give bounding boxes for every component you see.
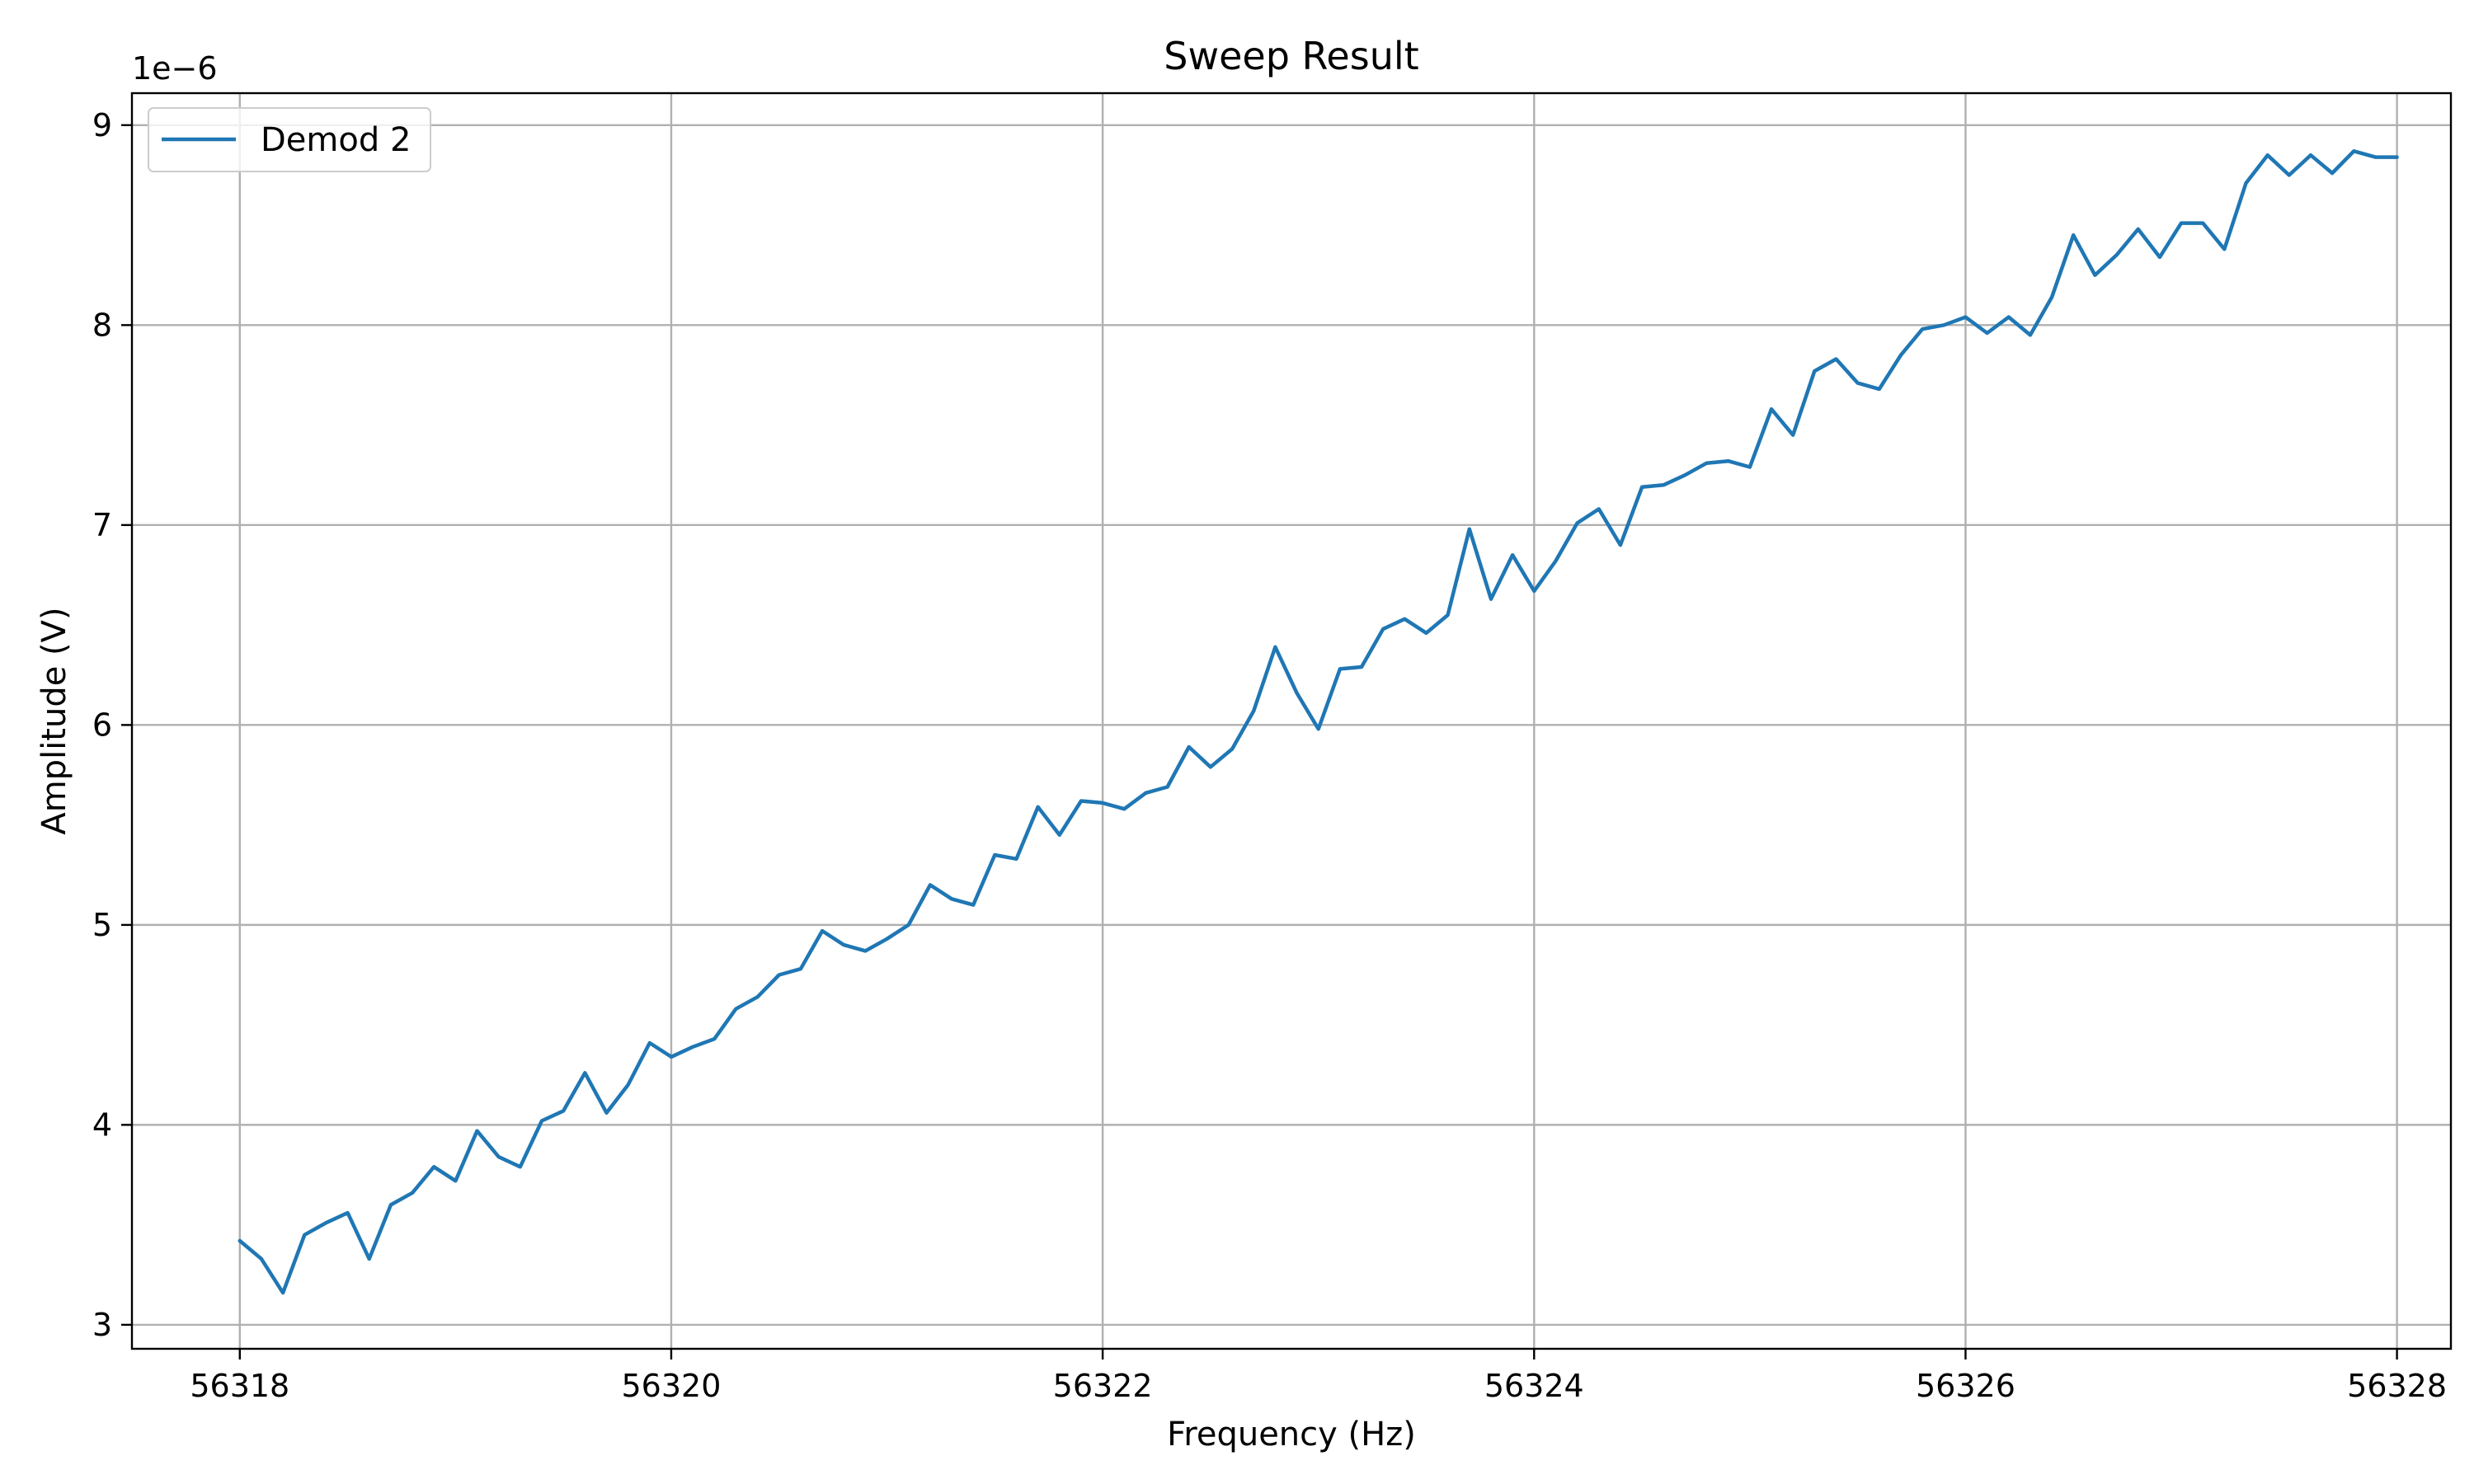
x-tick-label: 56324 xyxy=(1484,1368,1584,1404)
legend: Demod 2 xyxy=(148,107,431,172)
plot-frame xyxy=(130,92,2453,1350)
y-tick-label: 8 xyxy=(92,307,112,343)
series-layer xyxy=(238,149,2399,1295)
x-tick-label: 56326 xyxy=(1916,1368,2015,1404)
x-tick-label: 56328 xyxy=(2347,1368,2447,1404)
x-tick-label: 56322 xyxy=(1053,1368,1153,1404)
y-tick-label: 7 xyxy=(92,507,112,543)
y-tick-label: 6 xyxy=(92,707,112,743)
x-tick-label: 56318 xyxy=(190,1368,289,1404)
legend-label-demod-2: Demod 2 xyxy=(261,121,411,159)
y-tick-label: 4 xyxy=(92,1106,112,1143)
y-tick-label: 3 xyxy=(92,1307,112,1343)
x-tick-label: 56320 xyxy=(622,1368,722,1404)
tick-layer: 56318 56320 56322 56324 56326 56328 3 4 5 6 7 8 9 xyxy=(92,107,2447,1404)
y-axis-label: Amplitude (V) xyxy=(35,607,73,834)
y-tick-label: 9 xyxy=(92,107,112,143)
chart-title: Sweep Result xyxy=(1164,34,1418,78)
y-axis-offset-text: 1e−6 xyxy=(132,50,218,87)
grid-layer xyxy=(132,93,2451,1349)
x-axis-label: Frequency (Hz) xyxy=(1167,1416,1416,1453)
legend-box xyxy=(148,107,431,172)
y-tick-label: 5 xyxy=(92,907,112,943)
series-line-demod-2 xyxy=(238,149,2399,1295)
